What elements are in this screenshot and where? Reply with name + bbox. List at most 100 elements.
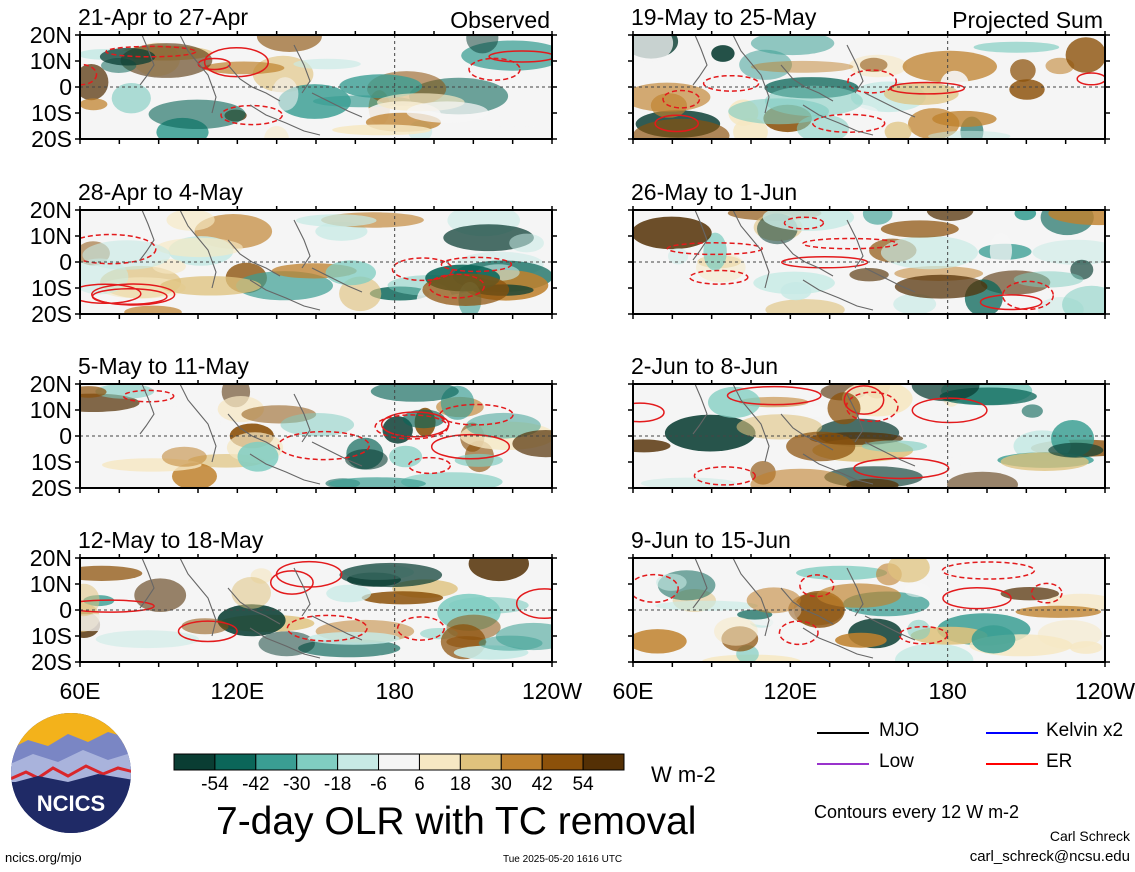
olr-anomaly-blob	[746, 587, 801, 614]
olr-anomaly-blob	[271, 77, 299, 111]
er-contour	[889, 81, 966, 95]
olr-anomaly-blob	[633, 629, 687, 654]
colorbar-units: W m-2	[651, 762, 716, 787]
olr-anomaly-blob	[80, 614, 142, 632]
olr-anomaly-blob	[762, 210, 855, 231]
olr-anomaly-blob	[466, 412, 541, 439]
colorbar: -54 -42 -30 -18 -6 6 18 30 42 54	[173, 753, 625, 792]
er-contour	[941, 561, 1036, 580]
olr-anomaly-blob	[926, 210, 974, 221]
colorbar-tick-label: -18	[324, 774, 351, 792]
lat-label: 10N	[30, 223, 72, 249]
panel-title: 12-May to 18-May	[78, 527, 264, 553]
lon-label: 60E	[60, 678, 101, 700]
olr-anomaly-blob	[893, 293, 937, 314]
olr-anomaly-blob	[1045, 57, 1075, 75]
legend-line-mjo	[817, 732, 869, 734]
er-contour	[1001, 280, 1055, 311]
coastline	[732, 384, 770, 463]
olr-anomaly-blob	[1021, 404, 1043, 418]
olr-anomaly-blob	[148, 99, 246, 129]
er-contour	[853, 457, 950, 480]
er-contour	[80, 283, 142, 305]
footer-url-link[interactable]: ncics.org/mjo	[5, 850, 82, 865]
er-contour	[942, 587, 1012, 610]
olr-anomaly-blob	[124, 305, 182, 314]
er-contour	[177, 620, 238, 643]
olr-anomaly-blob	[512, 430, 552, 458]
er-contour	[488, 50, 552, 63]
colorbar-tick-label: -30	[283, 774, 310, 792]
coastline	[692, 35, 708, 86]
coastline	[846, 567, 864, 617]
colorbar-tick-label: 18	[450, 774, 471, 792]
olr-anomaly-blob	[370, 384, 459, 402]
olr-anomaly-blob	[128, 406, 221, 438]
er-contour	[122, 389, 175, 403]
olr-anomaly-blob	[656, 573, 687, 591]
coastline	[732, 558, 770, 637]
lat-label: 0	[59, 249, 72, 275]
olr-anomaly-blob	[80, 98, 108, 111]
olr-anomaly-blob	[794, 405, 828, 418]
coastline	[293, 393, 311, 443]
colorbar-swatch	[459, 753, 502, 771]
lat-label: 20S	[31, 126, 72, 152]
panel-title: 19-May to 25-May	[631, 4, 817, 30]
coastline	[780, 239, 834, 277]
lat-label: 0	[59, 597, 72, 623]
olr-anomaly-blob	[633, 35, 674, 62]
olr-anomaly-blob	[640, 477, 736, 488]
olr-anomaly-blob	[264, 126, 289, 139]
er-contour	[286, 614, 368, 642]
olr-anomaly-blob	[361, 591, 444, 605]
olr-anomaly-blob	[217, 604, 286, 637]
olr-anomaly-blob	[633, 216, 712, 250]
colorbar-swatch	[255, 753, 298, 771]
olr-anomaly-blob	[118, 35, 146, 41]
colorbar-swatch	[541, 753, 584, 771]
lon-label: 180	[375, 678, 413, 700]
coastline	[864, 267, 916, 293]
olr-anomaly-blob	[406, 101, 489, 123]
panel-title: 5-May to 11-May	[78, 353, 249, 379]
lat-label: 10N	[30, 397, 72, 423]
olr-anomaly-blob	[469, 126, 552, 139]
olr-anomaly-blob	[111, 83, 151, 114]
logo: NCICS	[8, 710, 134, 836]
olr-anomaly-blob	[633, 439, 671, 453]
olr-anomaly-blob	[750, 35, 835, 56]
legend-line-kelvin	[986, 732, 1038, 734]
footer-author: Carl Schreck	[1049, 828, 1130, 844]
er-contour	[275, 560, 343, 588]
coastline	[732, 210, 770, 289]
er-contour	[91, 287, 168, 306]
coastline	[780, 413, 834, 451]
coastline	[311, 92, 363, 118]
olr-anomaly-blob	[816, 583, 901, 608]
olr-anomaly-blob	[751, 60, 854, 73]
footer-timestamp: Tue 2025-05-20 1616 UTC	[503, 854, 623, 865]
lat-label: 0	[59, 74, 72, 100]
panel-corner-label: Observed	[450, 7, 550, 33]
er-contour	[847, 69, 898, 94]
er-contour	[693, 466, 756, 486]
er-contour	[430, 433, 511, 460]
colorbar-swatch	[173, 753, 216, 771]
er-contour	[783, 216, 825, 230]
olr-anomaly-blob	[1000, 587, 1059, 601]
er-contour	[979, 294, 1043, 311]
coastline	[249, 104, 321, 136]
olr-anomaly-blob	[796, 565, 888, 581]
olr-anomaly-blob	[1032, 239, 1105, 265]
colorbar-swatch	[378, 753, 420, 771]
olr-anomaly-blob	[95, 384, 155, 399]
olr-anomaly-blob	[902, 50, 997, 83]
olr-anomaly-blob	[422, 273, 510, 307]
olr-anomaly-blob	[859, 57, 888, 72]
coastline	[692, 558, 708, 609]
legend-label-low: Low	[879, 751, 914, 772]
olr-anomaly-blob	[1013, 271, 1084, 288]
